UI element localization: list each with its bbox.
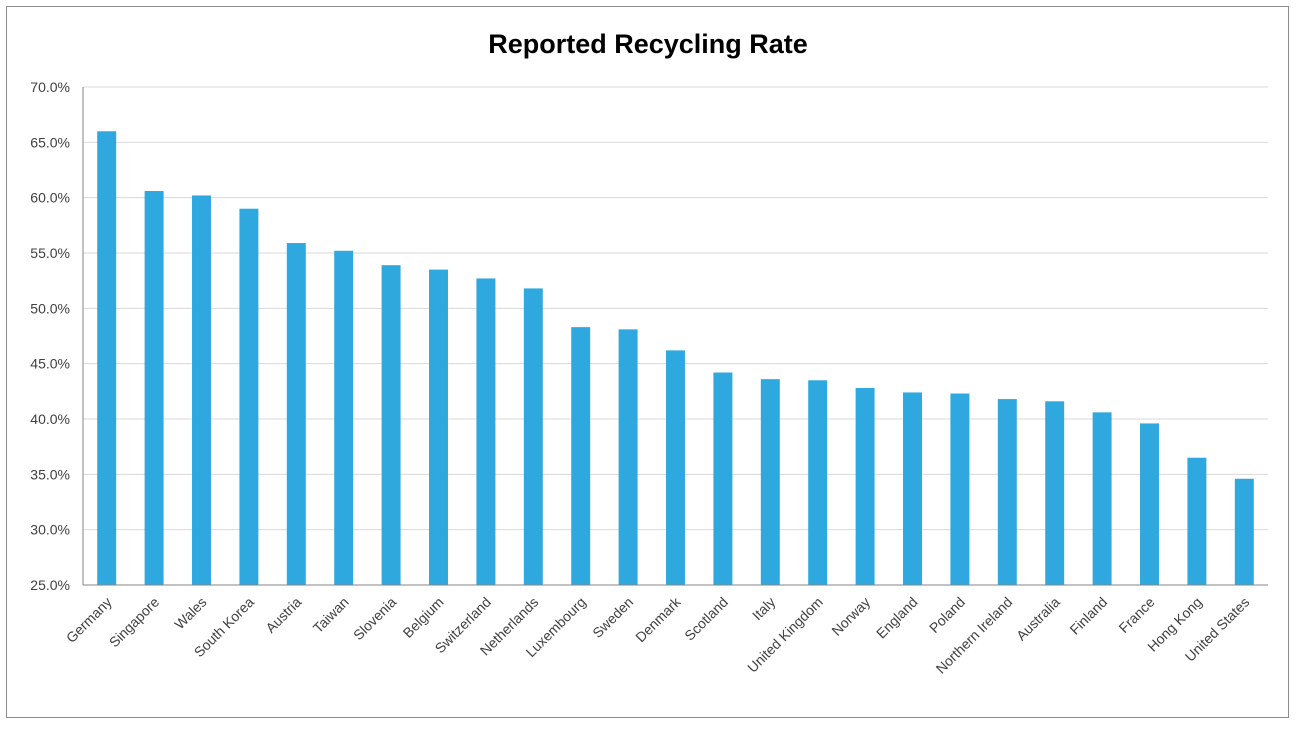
bar	[381, 265, 401, 585]
bar	[903, 392, 922, 585]
x-tick-label: Taiwan	[310, 594, 352, 636]
chart-frame	[6, 6, 1289, 718]
y-tick-label: 50.0%	[30, 300, 70, 316]
y-tick-label: 40.0%	[30, 411, 70, 427]
x-tick-label: Australia	[1013, 594, 1063, 644]
bar	[713, 372, 733, 585]
y-tick-label: 35.0%	[30, 466, 70, 482]
gridlines	[83, 86, 1268, 531]
y-tick-label: 65.0%	[30, 134, 70, 150]
bar	[571, 327, 591, 585]
x-tick-label: Denmark	[632, 593, 684, 645]
bar	[476, 278, 496, 585]
bar	[618, 329, 638, 585]
y-tick-label: 30.0%	[30, 522, 70, 538]
x-tick-label: Finland	[1066, 594, 1110, 638]
bar	[1187, 457, 1207, 585]
y-tick-label: 45.0%	[30, 356, 70, 372]
chart-title: Reported Recycling Rate	[488, 29, 808, 59]
bar	[997, 399, 1017, 585]
x-tick-label: Sweden	[589, 594, 636, 641]
bar	[192, 195, 211, 585]
bar	[1092, 412, 1112, 585]
x-tick-label: Singapore	[106, 594, 163, 651]
bar	[1045, 401, 1065, 585]
x-tick-label: Wales	[171, 594, 209, 632]
x-tick-label: Poland	[926, 594, 968, 636]
axes	[82, 87, 1268, 586]
bar	[666, 350, 685, 585]
x-tick-label: Austria	[262, 594, 304, 636]
y-tick-label: 55.0%	[30, 245, 70, 261]
bar	[97, 131, 117, 585]
bar	[1140, 423, 1159, 585]
y-tick-label: 60.0%	[30, 190, 70, 206]
bar	[808, 380, 828, 585]
x-tick-label: England	[873, 594, 921, 642]
y-axis-ticks: 25.0% 30.0% 35.0% 40.0% 45.0% 50.0% 55.0% 60.0%…	[30, 79, 70, 593]
bar	[334, 250, 354, 585]
bar	[760, 379, 780, 585]
bars	[97, 131, 1254, 586]
y-tick-label: 70.0%	[30, 79, 70, 95]
x-tick-label: France	[1115, 594, 1157, 636]
bar	[239, 208, 259, 585]
y-tick-label: 25.0%	[30, 577, 70, 593]
x-tick-label: Italy	[749, 594, 778, 623]
bar	[429, 269, 448, 585]
x-tick-label: Belgium	[400, 594, 447, 641]
bar	[855, 388, 875, 585]
x-tick-label: Slovenia	[350, 594, 399, 643]
bar	[523, 288, 543, 585]
bar	[144, 191, 164, 585]
bar	[286, 243, 306, 586]
bar	[1234, 478, 1254, 585]
x-tick-label: Scotland	[681, 594, 731, 644]
x-tick-label: Norway	[828, 594, 873, 639]
bar	[950, 393, 970, 585]
